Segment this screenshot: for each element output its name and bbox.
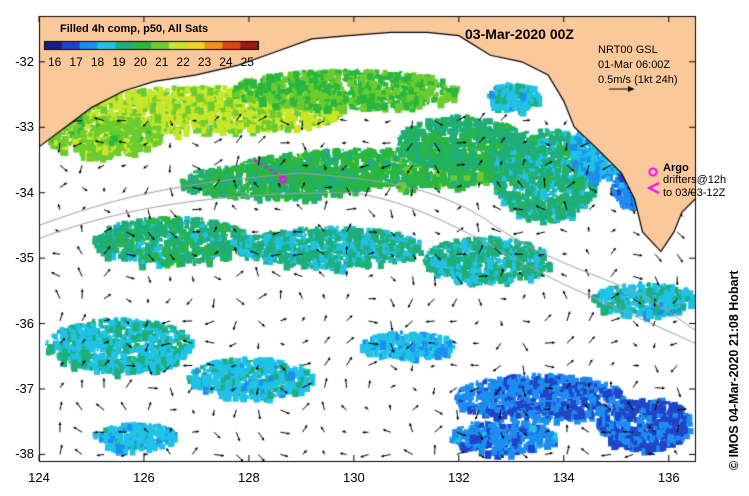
y-tick-label: -37 <box>15 381 34 396</box>
colorbar-tick-label: 22 <box>176 55 190 69</box>
y-tick-label: -36 <box>15 315 34 331</box>
x-tick-label: 136 <box>657 470 680 485</box>
colorbar-tick-label: 25 <box>240 55 254 69</box>
run-info: NRT00 GSL 01-Mar 06:00Z 0.5m/s (1kt 24h) <box>598 43 677 88</box>
colorbar-tick-label: 16 <box>48 55 62 69</box>
y-tick-label: -35 <box>15 250 34 266</box>
x-tick-label: 126 <box>133 470 155 485</box>
colorbar-title: Filled 4h comp, p50, All Sats <box>60 23 209 35</box>
x-tick-label: 124 <box>28 470 50 485</box>
run-info-scale: 0.5m/s (1kt 24h) <box>598 74 678 86</box>
imos-credit: © IMOS 04-Mar-2020 21:08 Hobart <box>727 270 741 470</box>
colorbar-tick-label: 17 <box>69 55 83 69</box>
colorbar-tick-label: 24 <box>219 55 233 69</box>
colorbar-tick-label: 19 <box>112 55 126 69</box>
colorbar-tick-label: 18 <box>90 55 105 69</box>
x-tick-label: 130 <box>343 470 365 485</box>
drifter-legend-label: drifters@12h to 03/03-12Z <box>663 174 727 199</box>
run-info-time: 01-Mar 06:00Z <box>598 59 671 71</box>
colorbar-tick-label: 23 <box>197 55 212 69</box>
x-tick-label: 128 <box>238 470 260 485</box>
map-title: 03-Mar-2020 00Z <box>465 26 574 42</box>
argo-legend-label: Argo <box>663 162 689 174</box>
y-tick-label: -38 <box>15 446 34 462</box>
y-tick-label: -33 <box>15 119 34 135</box>
colorbar-tick-label: 20 <box>133 55 147 69</box>
colorbar-tick-label: 21 <box>155 55 169 69</box>
x-tick-label: 132 <box>447 470 470 485</box>
y-tick-label: -32 <box>15 53 34 69</box>
y-tick-label: -34 <box>15 184 34 200</box>
x-tick-label: 134 <box>552 470 575 485</box>
run-info-model: NRT00 GSL <box>598 44 658 56</box>
